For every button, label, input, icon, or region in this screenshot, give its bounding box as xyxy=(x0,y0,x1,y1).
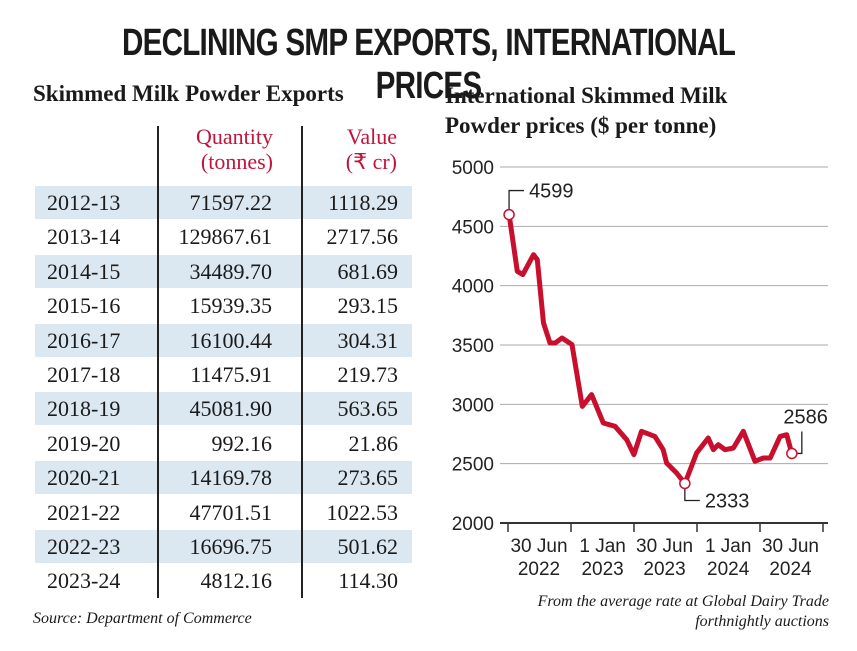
x-tick-label: 2023 xyxy=(643,559,685,580)
annotation-label: 4599 xyxy=(529,181,574,203)
table-row: 2018-19 45081.90 563.65 xyxy=(35,392,412,426)
y-tick-label: 2500 xyxy=(452,455,494,476)
table-row: 2021-22 47701.51 1022.53 xyxy=(35,496,412,529)
cell-year: 2016-17 xyxy=(47,327,121,353)
x-tick-label: 2024 xyxy=(707,559,750,580)
cell-value: 304.31 xyxy=(337,327,399,353)
cell-quantity: 11475.91 xyxy=(190,362,272,387)
quantity-header: Quantity (tonnes) xyxy=(196,124,273,174)
cell-quantity: 71597.22 xyxy=(189,190,273,215)
table-row: 2013-14 129867.61 2717.56 xyxy=(35,220,412,253)
chart-title: International Skimmed Milk Powder prices… xyxy=(445,83,728,138)
x-tick-label: 2022 xyxy=(518,559,560,580)
cell-value: 501.62 xyxy=(337,534,399,559)
table-row: 2022-23 16696.75 501.62 xyxy=(35,530,412,563)
cell-year: 2017-18 xyxy=(47,362,121,387)
cell-quantity: 129867.61 xyxy=(178,224,273,250)
annotation-marker xyxy=(786,447,798,460)
cell-value: 1022.53 xyxy=(326,499,399,525)
cell-value: 114.30 xyxy=(338,568,398,594)
x-tick-label: 30 Jun xyxy=(636,536,693,557)
table-row: 2020-21 14169.78 273.65 xyxy=(35,461,412,495)
cell-year: 2015-16 xyxy=(47,293,121,319)
cell-value: 563.65 xyxy=(337,396,399,422)
annotation-label: 2586 xyxy=(783,406,828,428)
y-tick-label: 2000 xyxy=(452,514,494,535)
cell-value: 273.65 xyxy=(337,465,399,491)
cell-quantity: 47701.51 xyxy=(189,499,273,525)
x-tick-label: 1 Jan xyxy=(579,536,625,557)
cell-quantity: 16696.75 xyxy=(189,534,273,559)
value-header: Value (₹ cr) xyxy=(345,124,397,174)
x-tick-label: 30 Jun xyxy=(510,536,567,557)
column-divider xyxy=(301,126,303,598)
cell-quantity: 45081.90 xyxy=(189,396,273,422)
cell-quantity: 14169.78 xyxy=(189,465,273,491)
cell-quantity: 34489.70 xyxy=(189,258,273,284)
cell-quantity: 15939.35 xyxy=(189,293,273,319)
annotation-leader xyxy=(508,189,525,215)
cell-year: 2022-23 xyxy=(47,534,121,559)
infographic-title: DECLINING SMP EXPORTS, INTERNATIONAL PRI… xyxy=(121,22,736,107)
cell-year: 2023-24 xyxy=(47,568,121,594)
y-tick-label: 4500 xyxy=(452,217,494,238)
cell-year: 2019-20 xyxy=(47,430,121,456)
table-row: 2012-13 71597.22 1118.29 xyxy=(35,186,412,219)
cell-value: 2717.56 xyxy=(326,224,399,250)
table-row: 2016-17 16100.44 304.31 xyxy=(35,323,412,357)
source-note: Source: Department of Commerce xyxy=(33,610,252,627)
y-tick-label: 5000 xyxy=(452,158,494,179)
cell-value: 293.15 xyxy=(337,293,399,319)
x-tick-label: 1 Jan xyxy=(705,536,751,557)
cell-year: 2013-14 xyxy=(47,224,121,250)
table-row: 2017-18 11475.91 219.73 xyxy=(35,358,412,391)
cell-quantity: 4812.16 xyxy=(200,568,273,594)
cell-quantity: 992.16 xyxy=(211,430,273,456)
cell-value: 219.73 xyxy=(337,362,399,387)
chart-footnote: From the average rate at Global Dairy Tr… xyxy=(537,593,829,630)
y-tick-label: 4000 xyxy=(452,277,494,298)
cell-year: 2018-19 xyxy=(47,396,121,422)
cell-quantity: 16100.44 xyxy=(189,327,273,353)
table-title: Skimmed Milk Powder Exports xyxy=(33,81,344,106)
column-divider xyxy=(157,126,159,598)
x-tick-label: 30 Jun xyxy=(762,536,819,557)
cell-year: 2020-21 xyxy=(47,465,121,491)
table-row: 2015-16 15939.35 293.15 xyxy=(35,289,412,322)
table-row: 2019-20 992.16 21.86 xyxy=(35,427,412,460)
cell-year: 2014-15 xyxy=(47,258,121,284)
price-series-line xyxy=(506,212,795,486)
cell-year: 2021-22 xyxy=(47,499,121,525)
annotation-marker xyxy=(503,208,515,221)
annotation-label: 2333 xyxy=(705,490,750,512)
y-tick-label: 3000 xyxy=(452,395,494,416)
x-tick-label: 2024 xyxy=(769,559,812,580)
table-row: 2023-24 4812.16 114.30 xyxy=(35,564,412,597)
cell-value: 681.69 xyxy=(337,258,399,284)
annotation-marker xyxy=(679,477,691,490)
x-tick-label: 2023 xyxy=(581,559,623,580)
cell-year: 2012-13 xyxy=(47,190,121,215)
y-tick-label: 3500 xyxy=(452,336,494,357)
cell-value: 21.86 xyxy=(348,430,399,456)
cell-value: 1118.29 xyxy=(328,190,398,215)
table-row: 2014-15 34489.70 681.69 xyxy=(35,254,412,288)
